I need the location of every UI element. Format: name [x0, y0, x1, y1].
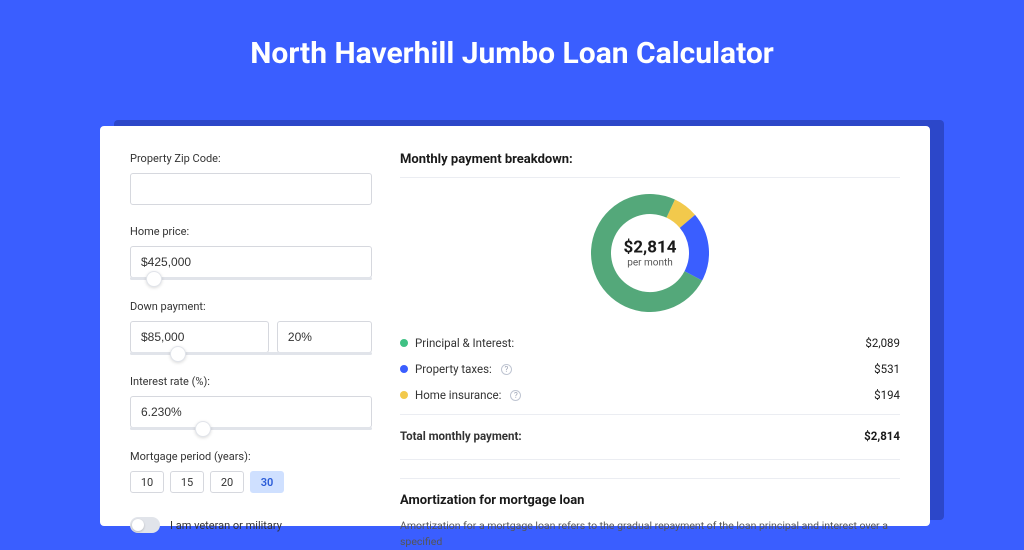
down-payment-percent-input[interactable]: [277, 321, 372, 353]
calculator-card: Property Zip Code: Home price: Down paym…: [100, 126, 930, 526]
info-icon[interactable]: ?: [510, 390, 521, 401]
legend-dot-principal_interest: [400, 339, 408, 347]
down-payment-slider-thumb[interactable]: [170, 346, 186, 362]
legend-label-home_insurance: Home insurance:: [415, 388, 501, 402]
form-panel: Property Zip Code: Home price: Down paym…: [130, 152, 372, 500]
legend-row-total: Total monthly payment: $2,814: [400, 414, 900, 449]
interest-rate-slider-thumb[interactable]: [195, 421, 211, 437]
down-payment-amount-input[interactable]: [130, 321, 269, 353]
donut-chart: $2,814 per month: [400, 194, 900, 312]
legend-value-property_taxes: $531: [874, 362, 900, 376]
field-interest-rate: Interest rate (%):: [130, 375, 372, 430]
field-zip: Property Zip Code:: [130, 152, 372, 205]
period-btn-20[interactable]: 20: [210, 471, 244, 493]
info-icon[interactable]: ?: [501, 364, 512, 375]
down-payment-label: Down payment:: [130, 300, 372, 313]
veteran-label: I am veteran or military: [170, 519, 282, 532]
zip-input[interactable]: [130, 173, 372, 205]
breakdown-title: Monthly payment breakdown:: [400, 152, 900, 177]
legend-label-principal_interest: Principal & Interest:: [415, 336, 514, 350]
amortization-text: Amortization for a mortgage loan refers …: [400, 518, 900, 550]
field-home-price: Home price:: [130, 225, 372, 280]
legend-dot-home_insurance: [400, 391, 408, 399]
interest-rate-input[interactable]: [130, 396, 372, 428]
legend-value-principal_interest: $2,089: [865, 336, 900, 350]
field-mortgage-period: Mortgage period (years): 10 15 20 30: [130, 450, 372, 493]
interest-rate-slider[interactable]: [130, 427, 372, 430]
mortgage-period-label: Mortgage period (years):: [130, 450, 372, 463]
legend-row-principal_interest: Principal & Interest: $2,089: [400, 330, 900, 356]
period-btn-10[interactable]: 10: [130, 471, 164, 493]
home-price-slider-thumb[interactable]: [146, 271, 162, 287]
donut-value: $2,814: [624, 238, 677, 258]
home-price-input[interactable]: [130, 246, 372, 278]
amortization-title: Amortization for mortgage loan: [400, 493, 900, 508]
zip-label: Property Zip Code:: [130, 152, 372, 165]
down-payment-slider[interactable]: [130, 352, 372, 355]
period-buttons: 10 15 20 30: [130, 471, 372, 493]
veteran-toggle[interactable]: [130, 517, 160, 533]
home-price-slider[interactable]: [130, 277, 372, 280]
legend: Principal & Interest: $2,089 Property taxe…: [400, 330, 900, 408]
total-value: $2,814: [864, 429, 900, 443]
legend-label-property_taxes: Property taxes:: [415, 362, 492, 376]
breakdown-body: $2,814 per month Principal & Interest: $2…: [400, 177, 900, 460]
legend-value-home_insurance: $194: [874, 388, 900, 402]
donut-sublabel: per month: [624, 258, 677, 269]
breakdown-panel: Monthly payment breakdown: $2,814 per mo…: [400, 152, 900, 500]
legend-row-home_insurance: Home insurance:? $194: [400, 382, 900, 408]
donut-center: $2,814 per month: [624, 238, 677, 269]
legend-dot-property_taxes: [400, 365, 408, 373]
veteran-row: I am veteran or military: [130, 517, 372, 533]
home-price-label: Home price:: [130, 225, 372, 238]
period-btn-30[interactable]: 30: [250, 471, 284, 493]
legend-row-property_taxes: Property taxes:? $531: [400, 356, 900, 382]
total-label: Total monthly payment:: [400, 429, 522, 443]
field-down-payment: Down payment:: [130, 300, 372, 355]
amortization-section: Amortization for mortgage loan Amortizat…: [400, 478, 900, 550]
page-title: North Haverhill Jumbo Loan Calculator: [0, 0, 1024, 97]
interest-rate-label: Interest rate (%):: [130, 375, 372, 388]
period-btn-15[interactable]: 15: [170, 471, 204, 493]
